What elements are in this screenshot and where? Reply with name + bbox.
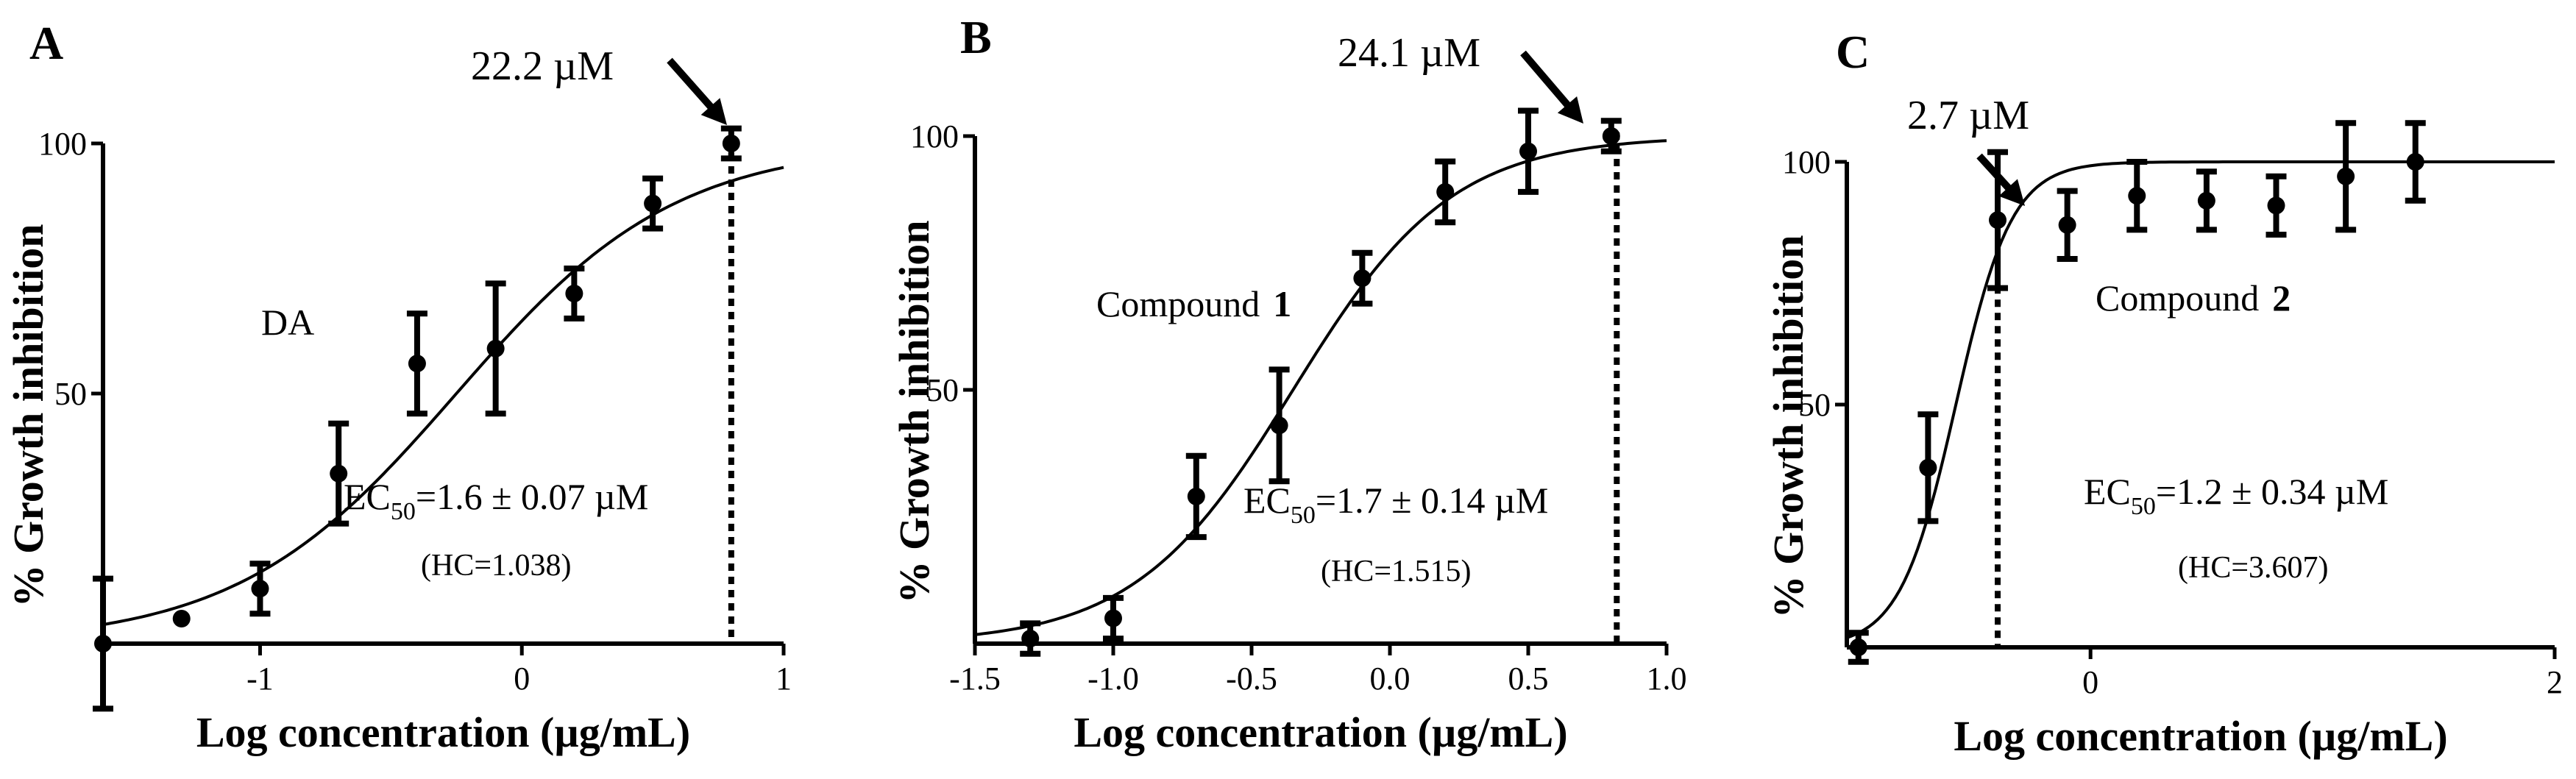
data-point xyxy=(172,610,191,627)
x-tick-label: 0.5 xyxy=(1508,661,1549,697)
ec50-label: EC xyxy=(2084,471,2131,512)
data-point xyxy=(2058,216,2076,234)
ec50-label: EC xyxy=(1243,480,1291,521)
series-name: DA xyxy=(261,302,314,343)
y-tick-label: 100 xyxy=(1782,144,1831,180)
y-axis-title: % Growth inhibition xyxy=(890,220,938,603)
data-point xyxy=(1104,609,1122,627)
x-tick-label: 0 xyxy=(514,661,530,697)
data-point xyxy=(2197,191,2215,210)
panel-a: 50 100 -1 0 1 Log concentration (µg/mL) % Grow… xyxy=(4,17,792,756)
arrow-head xyxy=(1557,96,1583,124)
hill-coefficient: (HC=1.515) xyxy=(1321,555,1472,588)
ec50-subscript: 50 xyxy=(391,498,416,525)
panel-label: A xyxy=(29,17,63,69)
data-point xyxy=(2128,187,2146,205)
data-point xyxy=(408,355,426,373)
data-point xyxy=(1849,639,1867,656)
data-point xyxy=(1436,182,1455,201)
data-point xyxy=(2406,153,2424,171)
data-point xyxy=(94,635,112,652)
y-tick-label: 50 xyxy=(926,372,959,408)
fit-curve xyxy=(1846,160,2555,639)
fit-curve xyxy=(102,166,784,626)
y-tick-label: 100 xyxy=(910,118,959,154)
panel-label: C xyxy=(1836,26,1870,78)
x-axis-title: Log concentration (µg/mL) xyxy=(1954,712,2447,760)
data-point xyxy=(2267,196,2285,215)
fit-curve xyxy=(974,139,1667,636)
data-point xyxy=(1187,487,1205,505)
ec50-label: EC xyxy=(344,476,391,517)
series-number: 2 xyxy=(2272,277,2291,319)
panel-b: 50 100 -1.5 -1.0 -0.5 0.0 0.5 1.0 Log concentrat… xyxy=(890,11,1687,756)
data-point xyxy=(486,339,505,358)
data-point xyxy=(1602,127,1620,145)
ec50-text: EC50=1.6 ± 0.07 µM xyxy=(344,476,648,525)
ec50-text: EC50=1.7 ± 0.14 µM xyxy=(1243,480,1548,529)
marker-label: 24.1 µM xyxy=(1338,30,1480,76)
ec50-value: =1.7 ± 0.14 µM xyxy=(1316,480,1548,521)
y-axis-title: % Growth inhibition xyxy=(4,224,52,607)
series-name: Compound xyxy=(1096,283,1260,324)
series-label: DA xyxy=(261,302,314,343)
data-point xyxy=(1353,269,1372,288)
series-label: Compound 1 xyxy=(1096,283,1291,324)
x-tick-label: -1 xyxy=(246,661,274,697)
x-tick-label: -0.5 xyxy=(1226,661,1277,697)
y-tick-label: 100 xyxy=(38,126,87,162)
panel-label: B xyxy=(960,11,992,63)
x-tick-label: 0 xyxy=(2082,664,2098,700)
x-axis-title: Log concentration (µg/mL) xyxy=(196,708,690,756)
x-tick-label: -1.5 xyxy=(949,661,1001,697)
x-axis-title: Log concentration (µg/mL) xyxy=(1074,708,1567,756)
series-name: Compound xyxy=(2096,277,2259,319)
data-point xyxy=(251,580,269,598)
arrow-head xyxy=(700,98,727,125)
y-tick-label: 50 xyxy=(1798,387,1831,423)
hill-coefficient: (HC=1.038) xyxy=(421,549,572,583)
y-tick-label: 50 xyxy=(54,376,87,412)
data-point xyxy=(2337,167,2355,185)
y-axis-title: % Growth inhibition xyxy=(1764,235,1812,618)
data-point xyxy=(1270,416,1288,435)
series-number: 1 xyxy=(1273,283,1291,324)
data-point xyxy=(330,464,348,483)
panel-c: 50 100 0 2 Log concentration (µg/mL) % Growth… xyxy=(1764,26,2563,760)
x-tick-label: 1 xyxy=(776,661,792,697)
ec50-subscript: 50 xyxy=(2131,493,2156,520)
data-point xyxy=(565,285,583,302)
x-tick-label: 0.0 xyxy=(1370,661,1411,697)
x-tick-label: -1.0 xyxy=(1087,661,1139,697)
hill-coefficient: (HC=3.607) xyxy=(2178,551,2329,585)
x-tick-label: 1.0 xyxy=(1647,661,1687,697)
data-point xyxy=(1021,630,1040,648)
arrow-head xyxy=(1998,179,2025,206)
data-point xyxy=(644,194,662,213)
ec50-value: =1.2 ± 0.34 µM xyxy=(2156,471,2388,512)
ec50-value: =1.6 ± 0.07 µM xyxy=(416,476,648,517)
data-point xyxy=(1919,458,1937,477)
series-label: Compound 2 xyxy=(2096,277,2291,319)
ec50-subscript: 50 xyxy=(1291,502,1316,529)
marker-label: 22.2 µM xyxy=(471,43,614,89)
marker-label: 2.7 µM xyxy=(1907,93,2029,138)
data-point xyxy=(1519,142,1537,160)
x-tick-label: 2 xyxy=(2547,664,2563,700)
ec50-text: EC50=1.2 ± 0.34 µM xyxy=(2084,471,2388,520)
